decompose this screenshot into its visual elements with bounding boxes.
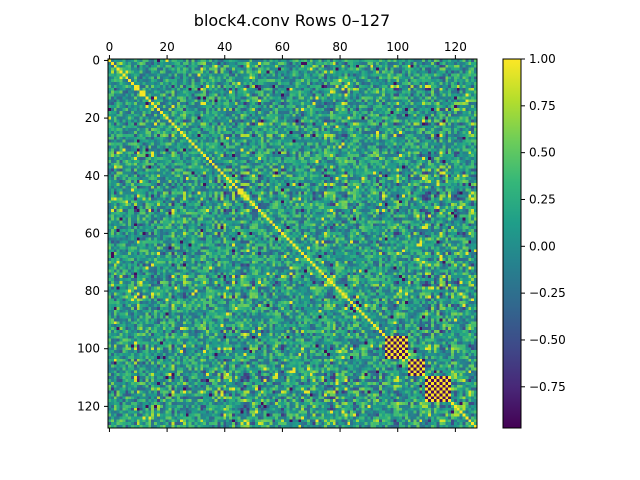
y-tick-label: 100 bbox=[77, 342, 100, 356]
colorbar-gradient bbox=[503, 59, 521, 428]
x-tick-label: 0 bbox=[106, 40, 114, 54]
colorbar-ticks: 1.00 0.75 0.50 0.25 0.00 −0.25 −0.50 −0.75 bbox=[521, 52, 566, 394]
y-tick-label: 80 bbox=[85, 284, 100, 298]
x-tick-label: 20 bbox=[159, 40, 174, 54]
x-axis-bottom bbox=[108, 428, 456, 432]
y-tick-label: 120 bbox=[77, 399, 100, 413]
y-tick-label: 60 bbox=[85, 226, 100, 240]
colorbar-tick-label: 0.00 bbox=[529, 239, 556, 253]
x-axis-top: 0 20 40 60 80 100 120 bbox=[106, 40, 467, 59]
heatmap-cells bbox=[108, 59, 477, 428]
x-tick-label: 80 bbox=[332, 40, 347, 54]
y-tick-label: 40 bbox=[85, 169, 100, 183]
colorbar-tick-label: 0.75 bbox=[529, 99, 556, 113]
x-tick-label: 60 bbox=[275, 40, 290, 54]
heatmap-area bbox=[107, 58, 478, 429]
colorbar-tick-label: 1.00 bbox=[529, 52, 556, 66]
x-tick-label: 40 bbox=[217, 40, 232, 54]
colorbar-tick-label: 0.50 bbox=[529, 146, 556, 160]
heatmap-frame bbox=[107, 58, 478, 429]
colorbar: 1.00 0.75 0.50 0.25 0.00 −0.25 −0.50 −0.75 bbox=[502, 52, 566, 429]
y-axis: 0 20 40 60 80 100 120 bbox=[77, 53, 108, 413]
colorbar-tick-label: −0.50 bbox=[529, 333, 566, 347]
chart-title: block4.conv Rows 0–127 bbox=[194, 11, 390, 30]
colorbar-tick-label: −0.25 bbox=[529, 286, 566, 300]
colorbar-frame bbox=[502, 58, 522, 429]
y-tick-label: 20 bbox=[85, 111, 100, 125]
colorbar-tick-label: −0.75 bbox=[529, 380, 566, 394]
colorbar-tick-label: 0.25 bbox=[529, 192, 556, 206]
x-tick-label: 120 bbox=[444, 40, 467, 54]
x-tick-label: 100 bbox=[386, 40, 409, 54]
y-tick-label: 0 bbox=[92, 53, 100, 67]
